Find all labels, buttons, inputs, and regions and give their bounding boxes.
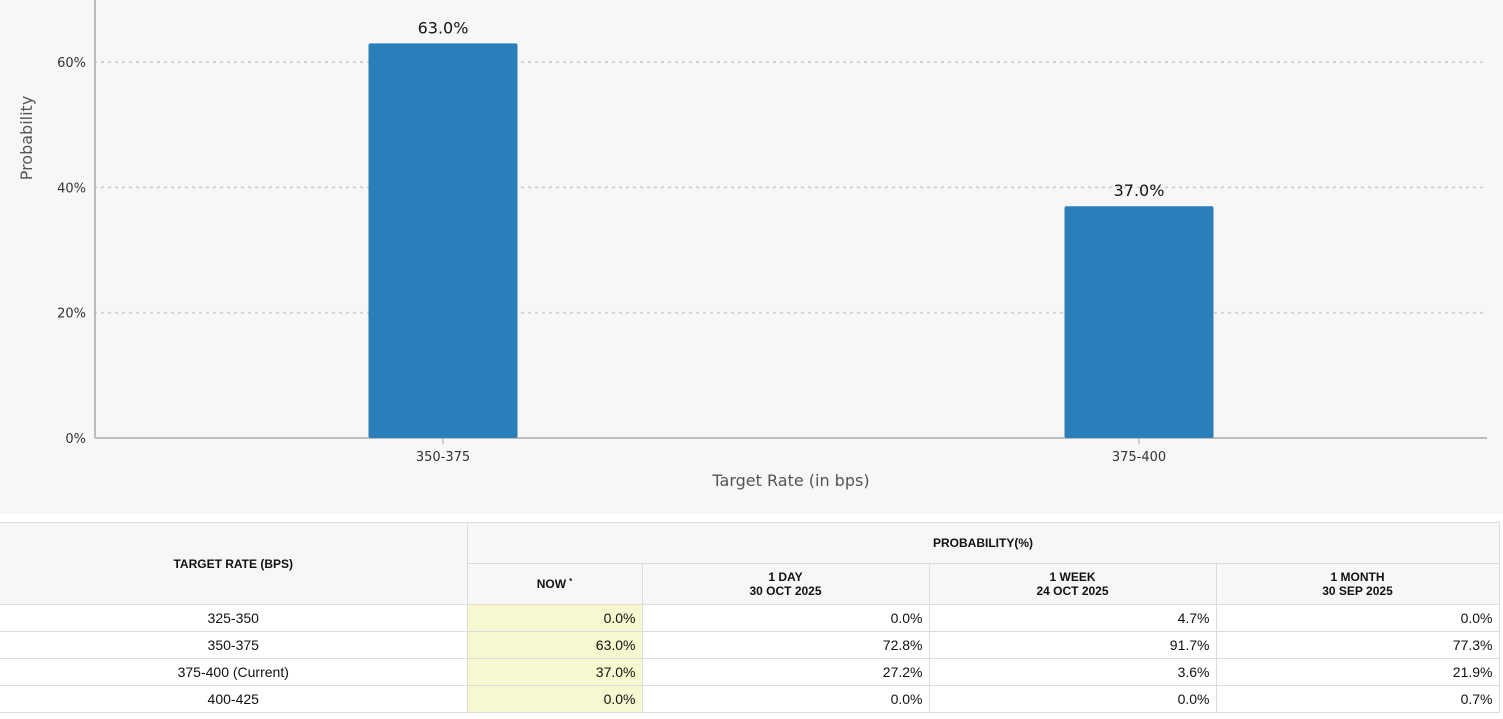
rate-cell: 325-350 bbox=[0, 604, 468, 632]
bar-375-400 bbox=[1064, 206, 1214, 438]
column-header-date: 30 OCT 2025 bbox=[749, 584, 822, 598]
probability-cell: 0.0% bbox=[467, 685, 643, 713]
column-header-2: 1 WEEK 24 OCT 2025 bbox=[928, 563, 1217, 605]
column-header-label: 1 MONTH bbox=[1330, 570, 1385, 584]
probability-table: TARGET RATE (BPS) PROBABILITY(%) NOW * 1 D… bbox=[0, 522, 1500, 713]
bar-value-label: 63.0% bbox=[418, 18, 469, 37]
y-tick-label: 60% bbox=[57, 56, 86, 71]
target-rate-header: TARGET RATE (BPS) bbox=[0, 522, 468, 605]
probability-cell: 4.7% bbox=[929, 604, 1217, 632]
y-tick-label: 0% bbox=[65, 432, 86, 447]
column-header-3: 1 MONTH 30 SEP 2025 bbox=[1215, 563, 1500, 605]
table-row: 400-425 0.0% 0.0% 0.0% 0.7% bbox=[0, 685, 1500, 713]
table-body: 325-350 0.0% 0.0% 4.7% 0.0% 350-375 63.0% 72.8%… bbox=[0, 604, 1500, 713]
table-row: 350-375 63.0% 72.8% 91.7% 77.3% bbox=[0, 631, 1500, 659]
column-header-date: 30 SEP 2025 bbox=[1322, 584, 1393, 598]
footnote-marker: * bbox=[569, 577, 573, 586]
probability-cell: 3.6% bbox=[929, 658, 1217, 686]
table-row: 375-400 (Current) 37.0% 27.2% 3.6% 21.9% bbox=[0, 658, 1500, 686]
probability-cell: 77.3% bbox=[1216, 631, 1500, 659]
probability-chart: 0% 20% 40% 60% 63.0% 350-375 37.0% 375-400 Targe… bbox=[17, 0, 1488, 490]
rate-cell: 400-425 bbox=[0, 685, 468, 713]
probability-cell: 0.0% bbox=[642, 685, 930, 713]
probability-cell: 91.7% bbox=[929, 631, 1217, 659]
column-header-1: 1 DAY 30 OCT 2025 bbox=[641, 563, 930, 605]
column-header-date: 24 OCT 2025 bbox=[1036, 584, 1109, 598]
chart-svg: 0% 20% 40% 60% 63.0% 350-375 37.0% 375-400 Targe… bbox=[17, 0, 1488, 490]
rate-cell: 375-400 (Current) bbox=[0, 658, 468, 686]
y-tick-label: 40% bbox=[57, 181, 86, 196]
probability-cell: 0.0% bbox=[1216, 604, 1500, 632]
x-tick-label: 350-375 bbox=[416, 450, 470, 465]
table-row: 325-350 0.0% 0.0% 4.7% 0.0% bbox=[0, 604, 1500, 632]
y-axis-title: Probability bbox=[17, 96, 36, 181]
probability-cell: 0.0% bbox=[929, 685, 1217, 713]
probability-cell: 37.0% bbox=[467, 658, 643, 686]
probability-cell: 21.9% bbox=[1216, 658, 1500, 686]
probability-cell: 63.0% bbox=[467, 631, 643, 659]
rate-cell: 350-375 bbox=[0, 631, 468, 659]
column-header-label: 1 DAY bbox=[768, 570, 803, 584]
bar-350-375 bbox=[368, 43, 518, 438]
probability-cell: 72.8% bbox=[642, 631, 930, 659]
column-header-0: NOW * bbox=[466, 563, 643, 605]
column-header-row: NOW * 1 DAY 30 OCT 2025 1 WEEK 24 OCT 2025 1 M… bbox=[0, 563, 1500, 605]
y-tick-label: 20% bbox=[57, 307, 86, 322]
column-header-label: NOW bbox=[536, 577, 567, 591]
probability-header: PROBABILITY(%) bbox=[466, 522, 1500, 564]
x-axis-title: Target Rate (in bps) bbox=[711, 471, 869, 490]
probability-cell: 0.0% bbox=[467, 604, 643, 632]
bar-value-label: 37.0% bbox=[1114, 181, 1165, 200]
x-tick-label: 375-400 bbox=[1112, 450, 1166, 465]
column-header-label: 1 WEEK bbox=[1049, 570, 1096, 584]
probability-cell: 0.7% bbox=[1216, 685, 1500, 713]
probability-cell: 0.0% bbox=[642, 604, 930, 632]
probability-cell: 27.2% bbox=[642, 658, 930, 686]
